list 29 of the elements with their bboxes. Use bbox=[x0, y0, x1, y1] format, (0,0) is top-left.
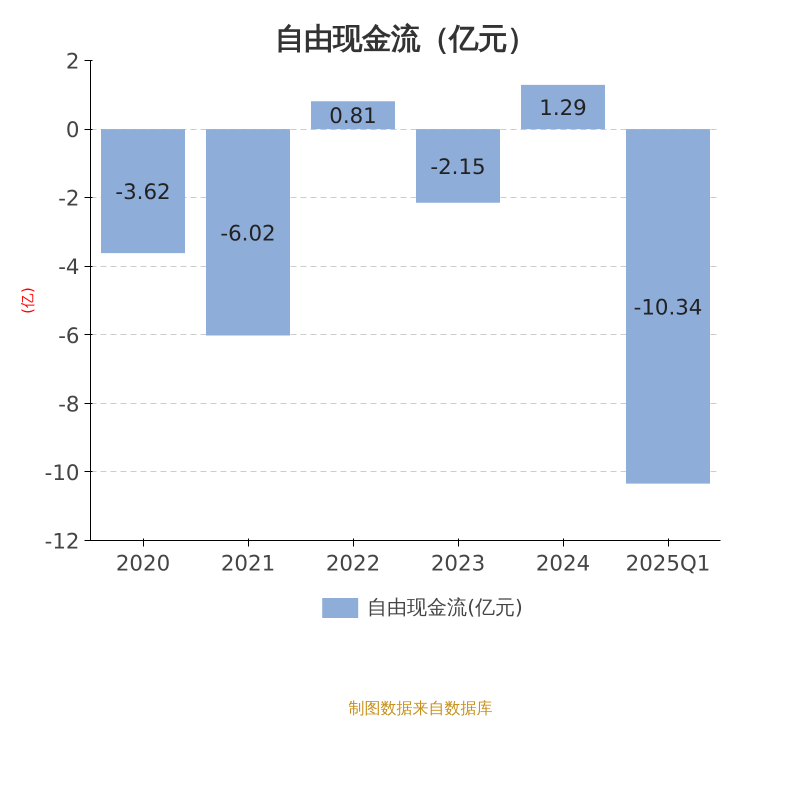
data-label: 1.29 bbox=[539, 96, 587, 121]
data-label: -10.34 bbox=[634, 295, 702, 320]
y-tick-label: 0 bbox=[66, 118, 80, 144]
data-label: 0.81 bbox=[329, 104, 377, 130]
bar bbox=[101, 129, 185, 254]
data-label: -2.15 bbox=[430, 154, 486, 180]
chart-title: 自由现金流（亿元） bbox=[275, 22, 536, 56]
y-tick-label: -10 bbox=[44, 460, 80, 486]
y-axis-title: (亿) bbox=[20, 287, 37, 314]
bar bbox=[626, 129, 710, 484]
text: 制图数据来自数据库 bbox=[348, 698, 492, 718]
x-tick-label: 2020 bbox=[116, 552, 170, 576]
bar bbox=[416, 129, 500, 203]
data-label: -6.02 bbox=[220, 221, 276, 246]
x-tick-label: 2021 bbox=[220, 552, 276, 576]
x-tick-label: 2024 bbox=[536, 552, 590, 576]
y-tick-label: -2 bbox=[58, 186, 80, 212]
x-tick-label: 2025Q1 bbox=[626, 552, 710, 576]
x-tick-label: 2023 bbox=[430, 552, 486, 576]
legend-label: 自由现金流(亿元) bbox=[367, 594, 523, 621]
y-tick-label: 2 bbox=[66, 50, 80, 74]
y-tick-label: -4 bbox=[58, 255, 80, 280]
y-tick-label: -12 bbox=[44, 530, 80, 554]
y-tick-label: -8 bbox=[58, 392, 80, 418]
x-tick-label: 2022 bbox=[326, 552, 380, 576]
bar bbox=[521, 84, 605, 130]
y-tick-label: -6 bbox=[58, 324, 80, 349]
data-label: -3.62 bbox=[115, 180, 171, 206]
bar bbox=[206, 129, 290, 336]
